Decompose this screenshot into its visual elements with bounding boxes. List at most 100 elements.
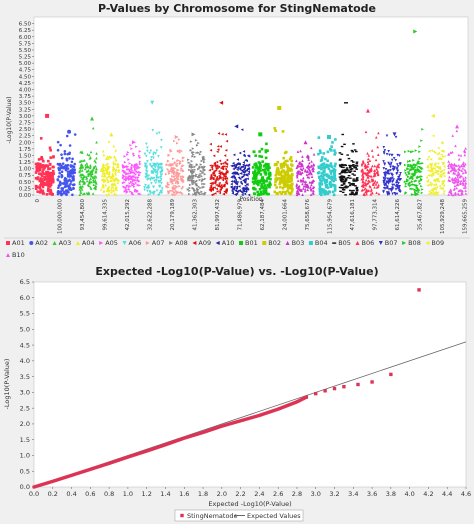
chart1-point-b02 — [291, 187, 294, 191]
chart1-point-a06 — [145, 173, 149, 176]
chart1-point-b06 — [362, 161, 365, 165]
chart1-point-b06 — [365, 192, 368, 196]
chart1-point-b01 — [266, 183, 270, 187]
chart1-point-a05 — [131, 164, 134, 167]
chart1-point-a04 — [110, 176, 113, 179]
chart1-point-a06 — [155, 174, 158, 178]
chart1-point-a07 — [181, 175, 185, 178]
chart1-point-b03 — [304, 182, 307, 186]
chart1-point-b01 — [258, 179, 261, 183]
chart1-point-b07 — [385, 153, 389, 156]
chart1-point-b05 — [347, 157, 351, 160]
chart1-point-b07 — [399, 172, 402, 175]
chart1-point-a02 — [57, 175, 61, 178]
chart1-point-a08 — [198, 152, 202, 156]
chart1-point-a06 — [143, 186, 146, 189]
chart1-point-b04 — [325, 165, 328, 168]
chart1-point-b10 — [456, 183, 460, 186]
chart1-point-a10 — [234, 180, 237, 184]
chart1-point-b09 — [442, 163, 445, 166]
chart1-point-b10 — [449, 188, 452, 191]
chart1-point-a10 — [234, 178, 237, 182]
chart1-point-a04 — [107, 192, 111, 196]
chart1-point-a08 — [201, 166, 205, 169]
chart1-point-a08 — [192, 174, 196, 178]
chart1-x-ticks: 0 100,000,000 93,454,800 99,614,335 42,015,2… — [35, 199, 468, 235]
chart1-x-tick-label: 42,015,292 — [125, 199, 131, 231]
chart1-point-a10 — [231, 161, 235, 165]
chart1-point-a10 — [231, 187, 235, 191]
chart1-point-a05 — [137, 192, 141, 195]
chart1-point-b04 — [319, 151, 322, 154]
chart1-peak-point-a06 — [150, 100, 155, 105]
chart1-point-b02 — [290, 184, 294, 188]
chart1-point-b07 — [385, 186, 389, 190]
chart1-point-a04 — [102, 153, 106, 157]
chart1-point-b02 — [284, 159, 288, 163]
chart1-point-b09 — [442, 171, 446, 175]
chart1-point-b09 — [433, 151, 437, 154]
chart1-point-b02 — [282, 180, 286, 184]
chart1-point-a03 — [83, 181, 87, 184]
chart1-point-b08 — [414, 168, 418, 172]
chart1-point-b07 — [390, 158, 394, 162]
chart1-point-a03 — [82, 180, 85, 183]
chart1-point-b01 — [254, 176, 258, 180]
chart1-point-b03 — [299, 167, 303, 170]
chart1-point-b02 — [283, 172, 287, 175]
chart1-point-b09 — [433, 163, 437, 166]
chart1-point-b02 — [286, 181, 289, 184]
chart1-legend-marker-b02 — [262, 241, 267, 245]
chart1-point-a07 — [166, 185, 169, 188]
chart1-point-a04 — [110, 179, 113, 182]
chart1-point-b06 — [370, 149, 374, 152]
chart1-point-b05 — [344, 179, 348, 181]
chart1-point-b08 — [417, 190, 420, 194]
chart1-legend-marker-b07 — [378, 241, 383, 245]
chart1-point-a05 — [123, 181, 126, 184]
chart1-point-b02 — [290, 168, 293, 172]
chart1-point-b04 — [331, 183, 334, 187]
chart1-point-b03 — [295, 174, 299, 177]
chart1-point-a07 — [167, 153, 171, 157]
chart1-point-a03 — [92, 183, 96, 186]
chart1-point-a08 — [202, 157, 206, 160]
chart1-point-a06 — [158, 191, 162, 195]
chart1-point-a09 — [215, 187, 218, 191]
chart1-point-b10 — [458, 165, 462, 169]
chart1-point-b03 — [309, 165, 313, 168]
chart1-point-b01 — [260, 176, 264, 180]
chart1-point-a07 — [170, 168, 173, 172]
chart1-point-b02 — [283, 161, 286, 165]
chart1-point-a09 — [221, 176, 224, 180]
chart1-point-b09 — [426, 184, 429, 187]
chart1-point-a05 — [139, 171, 142, 174]
chart1-point-a03 — [89, 156, 92, 159]
chart1-point-b03 — [302, 166, 305, 170]
chart1-point-a03 — [88, 179, 92, 182]
chart1-point-a02 — [60, 170, 64, 174]
chart1-point-a03 — [82, 175, 86, 178]
chart1-point-b08 — [413, 170, 417, 173]
chart1-point-a10 — [235, 192, 239, 195]
chart1-point-b05 — [352, 143, 355, 145]
chart1-point-b05 — [348, 164, 351, 167]
chart1-point-a03 — [81, 185, 84, 188]
chart1-point-b09 — [436, 191, 440, 194]
chart1-point-a04 — [117, 169, 120, 173]
chart1-point-b03 — [310, 175, 314, 179]
chart1-point-b09 — [430, 182, 433, 186]
chart1-point-b06 — [377, 162, 381, 166]
chart1-point-b06 — [369, 189, 373, 193]
chart1-point-b01 — [265, 166, 269, 170]
chart1-y-tick-label: 5.75 — [19, 41, 32, 47]
chart1-point-b04 — [329, 185, 333, 188]
chart1-point-a07 — [178, 151, 182, 154]
chart1-point-a06 — [145, 167, 148, 171]
chart2-x-ticks: 0.0 0.2 0.4 0.6 0.8 1.0 1.2 1.4 1.6 1.8 2.0 2.2 2.4 2… — [29, 487, 471, 498]
chart1-point-b06 — [362, 175, 365, 178]
chart1-point-a07 — [176, 141, 179, 145]
chart1-point-a04 — [106, 167, 110, 171]
chart1-point-a08 — [190, 166, 194, 169]
chart1-legend-marker-a04 — [75, 241, 80, 245]
